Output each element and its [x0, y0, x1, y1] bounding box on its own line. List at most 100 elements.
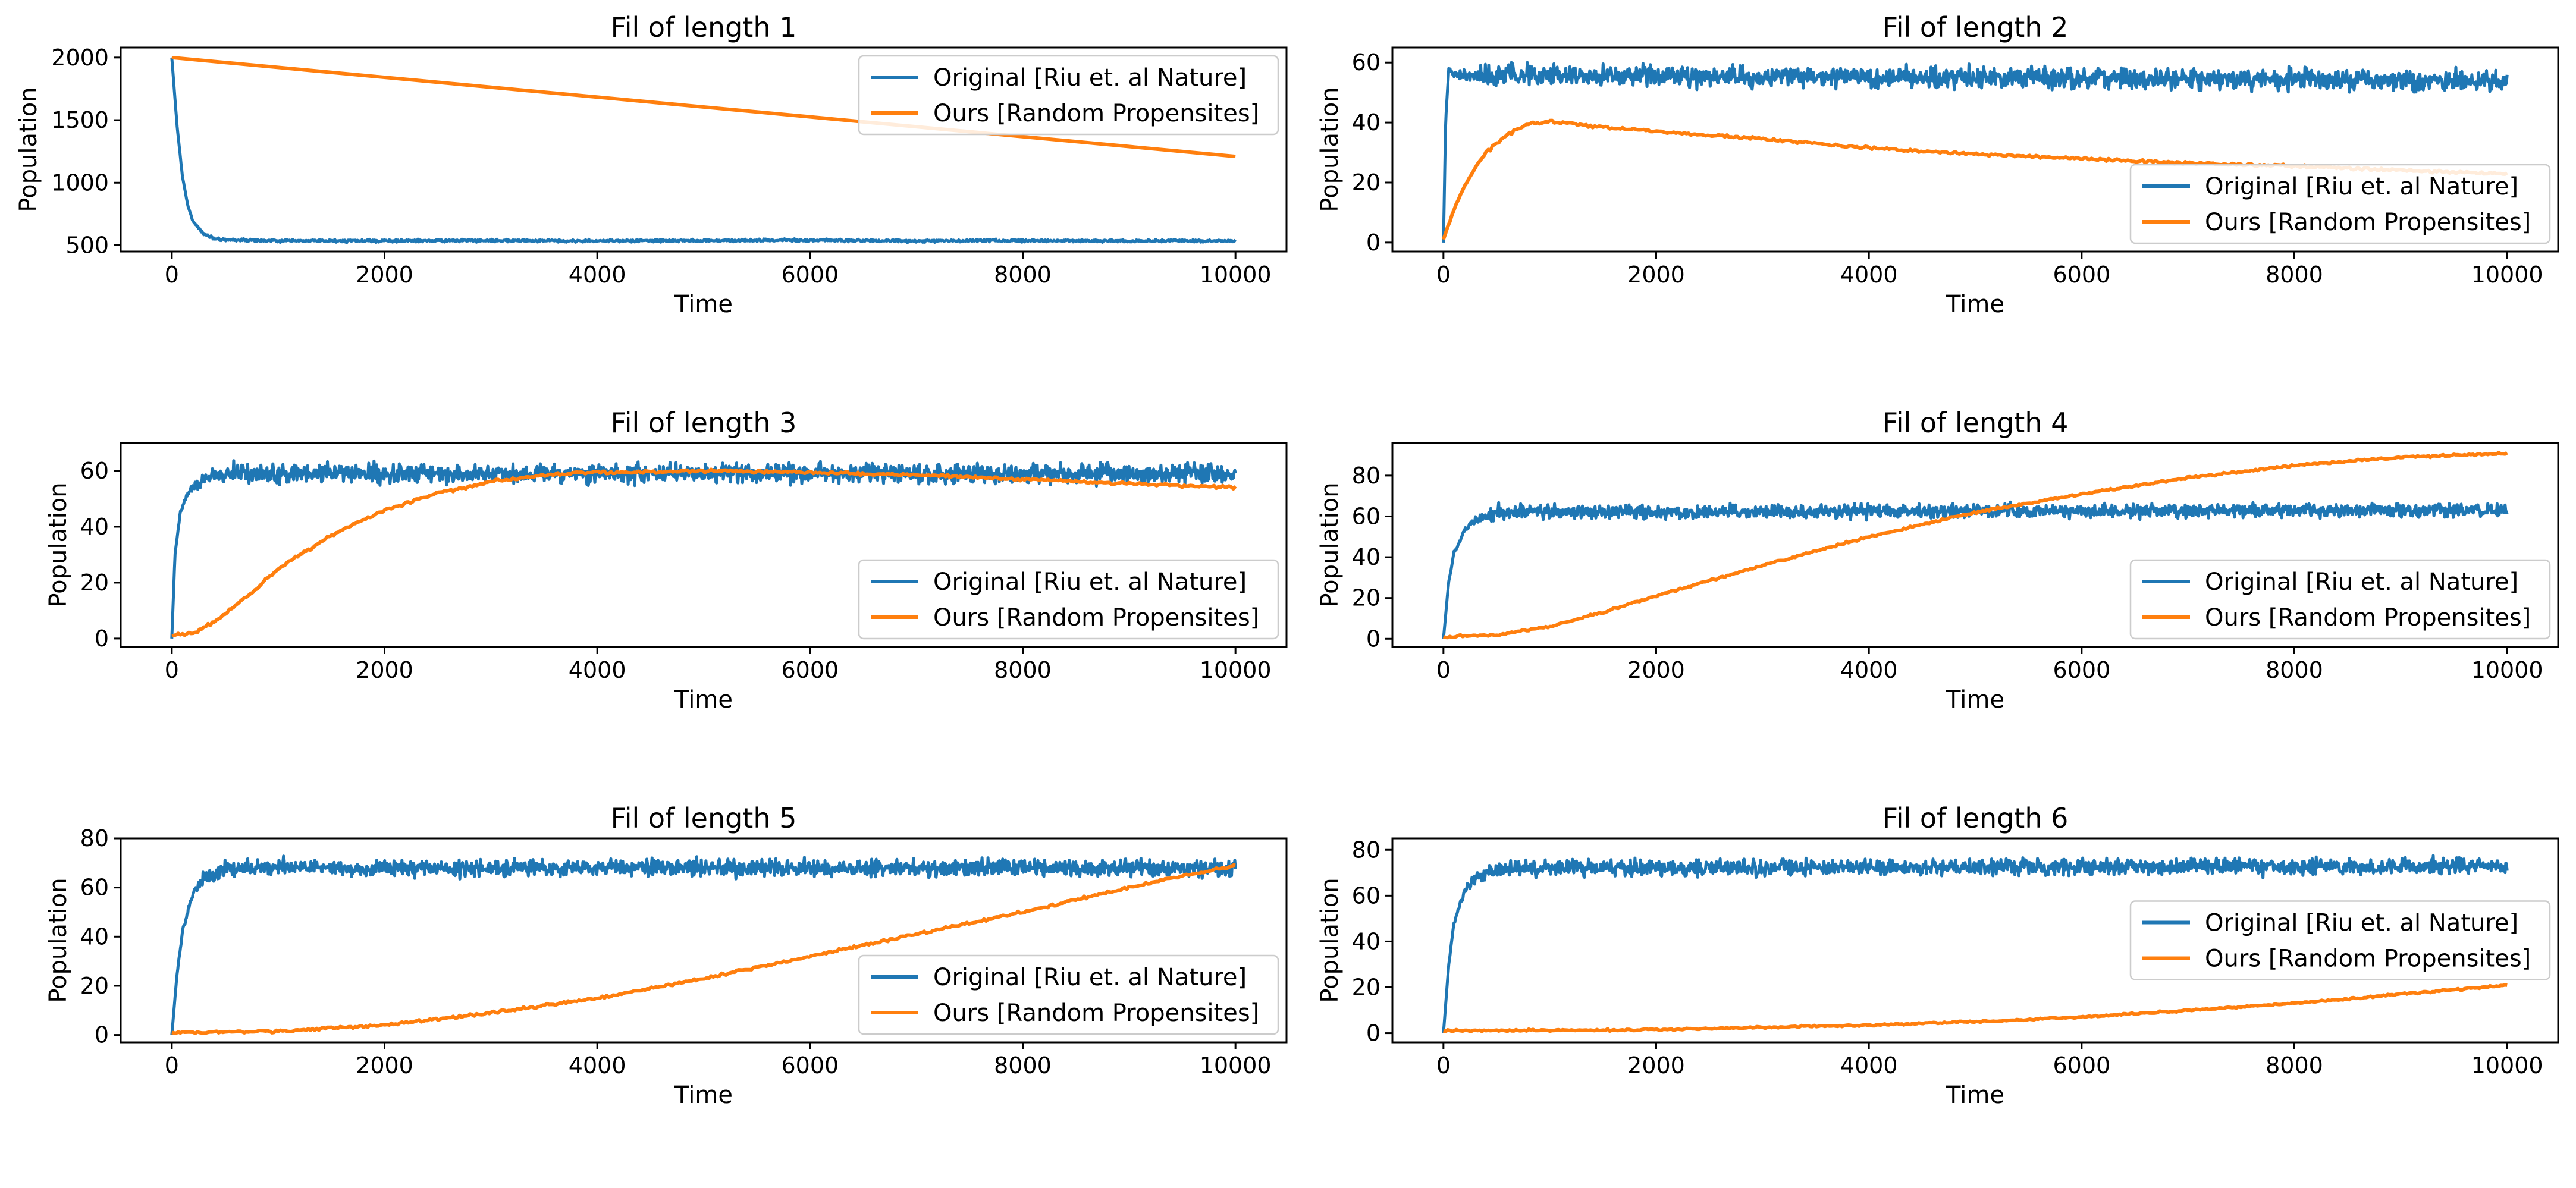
subplot-1: Fil of length 1 0 2000 4000 6000 8000 10000 500…	[15, 11, 1288, 318]
y-tick-label: 0	[95, 626, 109, 652]
series-line-ours	[1442, 451, 2508, 640]
x-tick-label: 8000	[994, 657, 1052, 683]
axes-frame	[120, 837, 1288, 1044]
plot-area	[1442, 854, 2509, 1033]
subplot-2: Fil of length 2 0 2000 4000 6000 8000 10000 0 20…	[1316, 11, 2559, 318]
legend: Original [Riu et. al Nature] Ours [Random…	[2129, 900, 2551, 980]
subplot-title: Fil of length 6	[1882, 802, 2069, 834]
series-line-original	[1442, 854, 2509, 1033]
y-tick-label: 80	[1352, 463, 1380, 489]
series-line-original	[170, 459, 1237, 639]
legend-box	[858, 55, 1279, 136]
y-tick-label: 40	[80, 923, 109, 950]
legend-label: Original [Riu et. al Nature]	[2205, 173, 2518, 200]
axes-frame	[120, 442, 1288, 648]
legend: Original [Riu et. al Nature] Ours [Random…	[2129, 559, 2551, 640]
axes-frame	[1391, 837, 2559, 1044]
y-tick-label: 60	[80, 875, 109, 901]
x-tick-label: 4000	[1840, 262, 1898, 288]
y-tick-label: 20	[1352, 169, 1380, 196]
x-tick-label: 4000	[569, 1052, 626, 1079]
series-line-original	[170, 57, 1237, 244]
x-tick-label: 4000	[569, 262, 626, 288]
subplot-4: Fil of length 4 0 2000 4000 6000 8000 10000 0 20…	[1316, 407, 2559, 714]
legend-label: Ours [Random Propensites]	[933, 1000, 1259, 1027]
x-tick-label: 2000	[356, 657, 413, 683]
legend-label: Ours [Random Propensites]	[933, 604, 1259, 631]
y-tick-label: 40	[80, 514, 109, 540]
x-tick-label: 8000	[2266, 262, 2323, 288]
x-axis-label: Time	[674, 1082, 733, 1109]
x-tick-label: 0	[165, 1052, 179, 1079]
y-tick-label: 1000	[51, 169, 109, 196]
subplot-title: Fil of length 1	[611, 11, 797, 43]
x-tick-label: 2000	[1627, 1052, 1685, 1079]
subplot-3: Fil of length 3 0 2000 4000 6000 8000 10000 0 20…	[45, 407, 1288, 714]
x-tick-label: 6000	[781, 1052, 839, 1079]
x-tick-label: 10000	[2471, 262, 2543, 288]
legend-label: Ours [Random Propensites]	[2205, 604, 2531, 631]
axes-frame	[120, 46, 1288, 253]
plot-area	[170, 854, 1237, 1035]
subplot-title: Fil of length 3	[611, 407, 797, 439]
x-tick-label: 8000	[994, 262, 1052, 288]
y-tick-label: 20	[80, 973, 109, 999]
y-tick-label: 0	[1366, 230, 1380, 256]
legend-box	[2129, 559, 2551, 640]
x-tick-label: 2000	[356, 262, 413, 288]
plot-area	[1442, 451, 2509, 640]
legend-label: Original [Riu et. al Nature]	[2205, 568, 2518, 596]
x-tick-label: 8000	[994, 1052, 1052, 1079]
legend-box	[858, 954, 1279, 1035]
series-line-ours	[171, 863, 1236, 1035]
x-tick-label: 8000	[2266, 657, 2323, 683]
x-axis-label: Time	[674, 291, 733, 318]
series-line-ours	[171, 467, 1237, 638]
legend: Original [Riu et. al Nature] Ours [Random…	[858, 559, 1279, 640]
x-tick-label: 8000	[2266, 1052, 2323, 1079]
legend-label: Original [Riu et. al Nature]	[933, 64, 1247, 92]
y-axis-label: Population	[1316, 878, 1344, 1002]
legend-label: Ours [Random Propensites]	[933, 100, 1259, 127]
series-line-ours	[1442, 983, 2508, 1033]
y-tick-label: 40	[1352, 928, 1380, 954]
legend-label: Original [Riu et. al Nature]	[933, 568, 1247, 596]
y-tick-label: 40	[1352, 109, 1380, 136]
y-tick-label: 20	[80, 570, 109, 596]
x-tick-label: 4000	[1840, 657, 1898, 683]
x-tick-label: 4000	[1840, 1052, 1898, 1079]
x-tick-label: 6000	[781, 657, 839, 683]
x-axis-label: Time	[1946, 686, 2004, 714]
x-tick-label: 6000	[2053, 262, 2110, 288]
plot-area	[170, 55, 1237, 244]
y-tick-label: 20	[1352, 585, 1380, 611]
subplot-5: Fil of length 5 0 2000 4000 6000 8000 10000 0 20…	[45, 802, 1288, 1109]
legend-label: Original [Riu et. al Nature]	[2205, 910, 2518, 937]
y-tick-label: 80	[80, 825, 109, 851]
x-tick-label: 10000	[1200, 1052, 1272, 1079]
legend-box	[2129, 164, 2551, 244]
subplot-title: Fil of length 2	[1882, 11, 2069, 43]
axes-frame	[1391, 46, 2559, 253]
subplot-title: Fil of length 5	[611, 802, 797, 834]
y-tick-label: 0	[1366, 1020, 1380, 1046]
subplot-title: Fil of length 4	[1882, 407, 2069, 439]
legend: Original [Riu et. al Nature] Ours [Random…	[2129, 164, 2551, 244]
axes-frame	[1391, 442, 2559, 648]
x-tick-label: 0	[1436, 1052, 1451, 1079]
plot-area	[170, 459, 1237, 639]
y-axis-label: Population	[45, 482, 72, 607]
x-axis-label: Time	[1946, 1082, 2004, 1109]
y-tick-label: 60	[1352, 503, 1380, 529]
legend-box	[2129, 900, 2551, 980]
y-tick-label: 2000	[51, 45, 109, 71]
y-tick-label: 0	[1366, 626, 1380, 652]
subplot-6: Fil of length 6 0 2000 4000 6000 8000 10000 0 20…	[1316, 802, 2559, 1109]
legend: Original [Riu et. al Nature] Ours [Random…	[858, 55, 1279, 136]
x-tick-label: 2000	[1627, 262, 1685, 288]
series-line-original	[170, 854, 1237, 1035]
legend-label: Ours [Random Propensites]	[2205, 945, 2531, 973]
x-tick-label: 10000	[2471, 1052, 2543, 1079]
x-tick-label: 0	[1436, 657, 1451, 683]
x-tick-label: 0	[165, 657, 179, 683]
